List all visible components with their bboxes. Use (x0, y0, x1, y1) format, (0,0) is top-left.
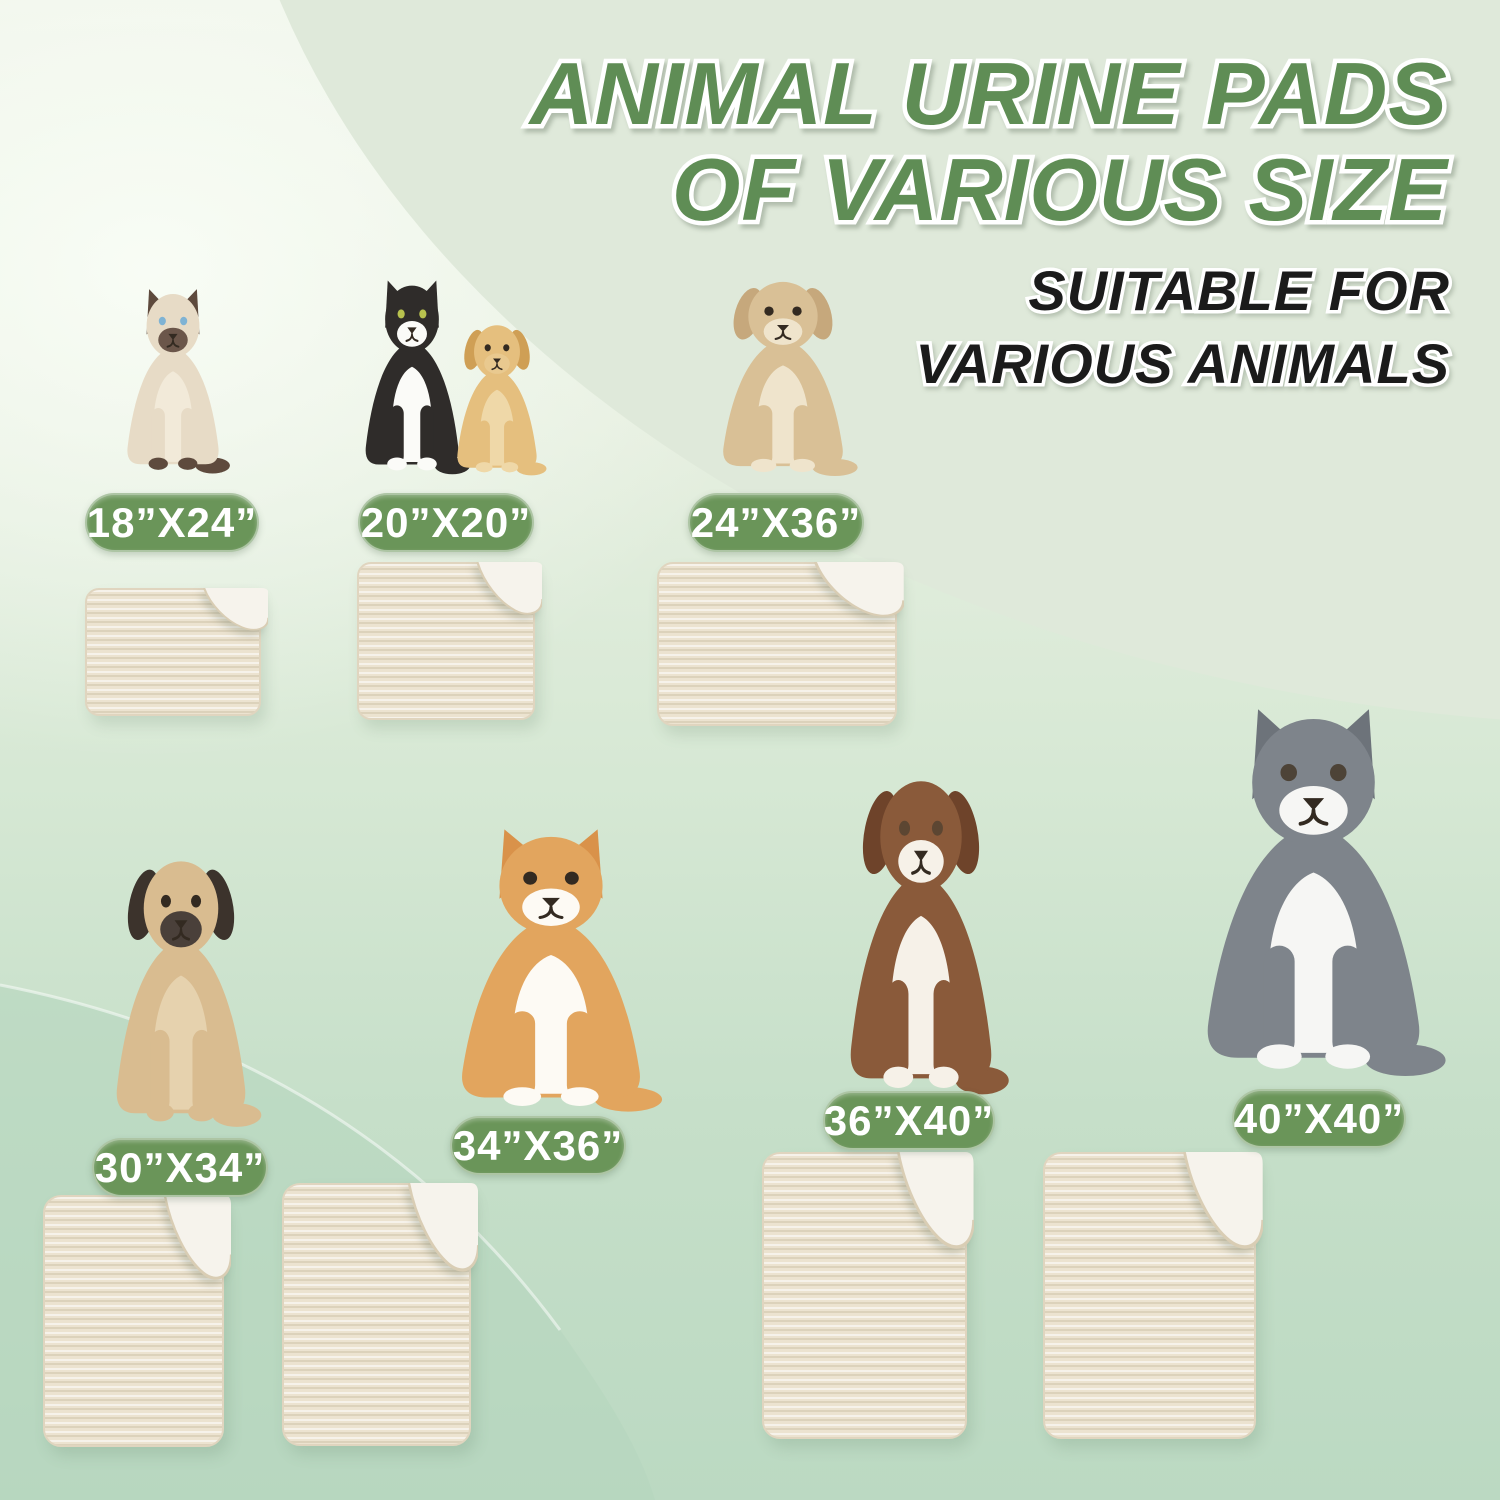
size-badge-40x40: 40”X40” (1232, 1089, 1406, 1148)
pad-folded-corner (1183, 1152, 1263, 1249)
subtitle-line-1: SUITABLE FOR (1028, 259, 1450, 322)
size-badge-30x34: 30”X34” (92, 1138, 268, 1197)
siamese-cat-photo (112, 283, 234, 479)
size-badge-label: 30”X34” (94, 1143, 266, 1191)
title-line-1: ANIMAL URINE PADS (528, 44, 1448, 143)
labrador-puppy-photo (444, 316, 550, 480)
size-badge-34x36: 34”X36” (450, 1116, 626, 1175)
corgi-photo (432, 820, 670, 1120)
pad-folded-corner (407, 1183, 478, 1272)
pad-34x36 (282, 1183, 478, 1446)
size-badge-label: 40”X40” (1233, 1094, 1405, 1142)
pug-photo (95, 845, 267, 1135)
main-title: ANIMAL URINE PADS OF VARIOUS SIZE (523, 40, 1453, 244)
australian-shepherd-photo (827, 762, 1015, 1104)
bg-swoosh-highlight (0, 983, 562, 1331)
bg-sage-ellipse (280, 0, 1500, 720)
pad-36x40 (762, 1152, 974, 1439)
size-badge-label: 20”X20” (360, 498, 532, 546)
tan-dog-photo (703, 270, 863, 482)
pad-40x40 (1043, 1152, 1263, 1439)
size-badge-24x36: 24”X36” (688, 493, 864, 552)
subtitle-line-2: VARIOUS ANIMALS (915, 332, 1450, 395)
size-badge-18x24: 18”X24” (85, 493, 259, 552)
pad-24x36 (657, 562, 904, 726)
size-badge-label: 36”X40” (823, 1096, 995, 1144)
pad-folded-corner (475, 562, 542, 615)
pad-folded-corner (202, 588, 268, 631)
title-line-2: OF VARIOUS SIZE (672, 140, 1449, 239)
pad-folded-corner (897, 1152, 974, 1249)
size-badge-label: 24”X36” (690, 498, 862, 546)
size-badge-label: 34”X36” (452, 1121, 624, 1169)
size-badge-36x40: 36”X40” (823, 1091, 995, 1150)
subtitle: SUITABLE FOR VARIOUS ANIMALS (912, 256, 1453, 399)
pad-18x24 (85, 588, 268, 716)
size-badge-label: 18”X24” (86, 498, 258, 546)
pad-20x20 (357, 562, 542, 720)
size-badge-20x20: 20”X20” (358, 493, 534, 552)
pad-folded-corner (814, 562, 904, 617)
pad-folded-corner (163, 1195, 231, 1280)
pad-30x34 (43, 1195, 231, 1447)
husky-photo (1172, 697, 1455, 1087)
